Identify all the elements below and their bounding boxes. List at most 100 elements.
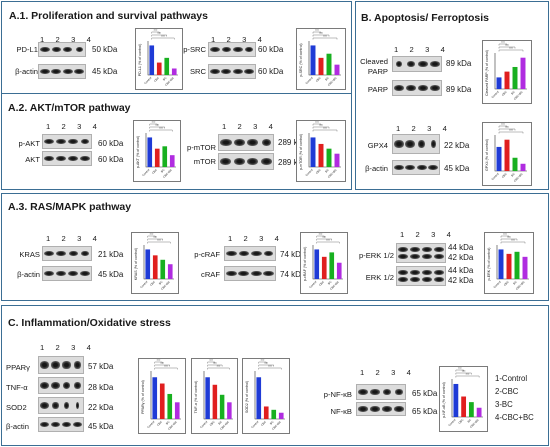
- chart-tick-label: Control: [250, 420, 259, 429]
- chart-tick-label: CBC: [457, 418, 464, 425]
- kda-ppar: 57 kDa: [88, 362, 114, 371]
- blot-band: [409, 270, 421, 276]
- blot-band: [417, 84, 429, 92]
- label-src: SRC: [189, 67, 206, 76]
- sig-bracket: [312, 123, 322, 126]
- chart-tick-label: CBC: [503, 280, 510, 287]
- chart-tick-label: BC: [217, 420, 223, 426]
- chart-bar: [522, 256, 528, 279]
- blot-pakt: [42, 134, 92, 149]
- blot-nfkb: [356, 402, 406, 416]
- chart-bar: [329, 252, 335, 279]
- blot-band: [261, 139, 271, 146]
- sig-mark: ****: [501, 124, 505, 127]
- sig-bracket: [498, 43, 508, 46]
- blot-band: [428, 164, 439, 171]
- chart-tick-label: CBC+BC: [167, 420, 178, 431]
- blot-perk: [396, 243, 446, 263]
- sig-bracket: [312, 37, 338, 40]
- kda-nfkb: 65 kDa: [412, 407, 438, 416]
- chart-ylabel: PD-L1 (% of control): [138, 44, 142, 77]
- blot-band: [61, 421, 72, 428]
- chart-tick-label: CBC: [151, 168, 158, 175]
- sig-mark: ****: [507, 237, 511, 240]
- sig-mark: ****: [261, 360, 265, 363]
- chart-bar: [167, 393, 173, 419]
- blot-band: [418, 60, 428, 68]
- sig-mark: ****: [319, 234, 323, 237]
- chart-tick-label: CBC: [315, 168, 322, 175]
- kda-bactin-b: 45 kDa: [444, 164, 470, 173]
- sig-bracket: [316, 235, 325, 238]
- label-gpx4: GPX4: [367, 141, 388, 150]
- kda-parp: 89 kDa: [446, 85, 472, 94]
- sig-bracket: [207, 367, 230, 370]
- sig-bracket: [147, 241, 171, 244]
- sig-bracket: [312, 126, 330, 129]
- chart-tick-label: CBC+BC: [327, 76, 338, 87]
- blot-tnf: [38, 377, 84, 394]
- blot-band: [43, 155, 55, 162]
- chart-ylabel: PPARγ (% of control): [141, 380, 145, 414]
- chart-bar: [263, 406, 269, 419]
- sig-bracket: [498, 128, 516, 131]
- chart-cparp: Cleaved PARP (% of control) Control CBC BC C…: [482, 40, 532, 104]
- chart-perk: p-ERK (% of control) Control CBC BC CBC+BC **…: [484, 232, 534, 294]
- blot-band: [56, 250, 66, 257]
- blot-band: [74, 382, 81, 389]
- blot-band: [397, 270, 409, 276]
- blot-band: [55, 155, 67, 162]
- chart-tick-label: BC: [327, 280, 333, 286]
- sig-mark: ****: [164, 366, 168, 369]
- label-pnfkb: p-NF-κB: [323, 390, 352, 399]
- chart-bar: [174, 402, 180, 419]
- sig-mark: ****: [466, 374, 470, 377]
- sig-bracket: [498, 46, 516, 49]
- chart-bar: [147, 137, 153, 167]
- label-parp: PARP: [367, 85, 388, 94]
- label-erk: ERK 1/2: [365, 273, 394, 282]
- label-ppar: PPARγ: [6, 363, 30, 372]
- blot-band: [64, 402, 69, 409]
- kda-sod2: 22 kDa: [88, 403, 114, 412]
- sig-mark: ****: [319, 33, 323, 36]
- sig-bracket: [258, 367, 282, 370]
- blot-band: [433, 247, 445, 253]
- chart-bar: [334, 64, 340, 75]
- chart-bar: [504, 71, 510, 89]
- sig-mark: ****: [264, 363, 268, 366]
- kda-perk-1: 44 kDa: [448, 243, 474, 252]
- blot-band: [43, 250, 55, 257]
- blot-band: [50, 361, 61, 369]
- legend-item-1: 1-Control: [495, 374, 528, 383]
- chart-bar: [318, 143, 324, 167]
- blot-band: [357, 406, 369, 412]
- label-mtor: mTOR: [193, 157, 216, 166]
- blot-band: [232, 68, 243, 75]
- blot-bactin-c: [38, 417, 84, 432]
- chart-bar: [512, 157, 518, 171]
- sig-mark: ****: [153, 237, 157, 240]
- chart-bar: [512, 66, 518, 89]
- blot-band: [51, 46, 61, 53]
- lane-numbers-pakt: 1 2 3 4: [46, 122, 102, 131]
- sig-bracket: [500, 241, 526, 244]
- sig-mark: ****: [315, 30, 319, 33]
- chart-tick-label: Control: [199, 420, 208, 429]
- chart-tick-label: Control: [304, 76, 313, 85]
- blot-band: [393, 140, 404, 148]
- chart-bar: [256, 377, 262, 419]
- sig-bracket: [258, 364, 274, 367]
- sig-mark: ****: [209, 360, 213, 363]
- blot-band: [72, 421, 83, 428]
- chart-ylabel: p-ERK (% of control): [487, 248, 491, 281]
- kda-cparp: 89 kDa: [446, 59, 472, 68]
- sig-bracket: [455, 372, 472, 375]
- blot-band: [79, 270, 91, 277]
- lane-numbers-psrc: 1 2 3 4: [211, 35, 267, 44]
- chart-bar: [152, 377, 158, 419]
- sig-mark: ****: [509, 48, 513, 51]
